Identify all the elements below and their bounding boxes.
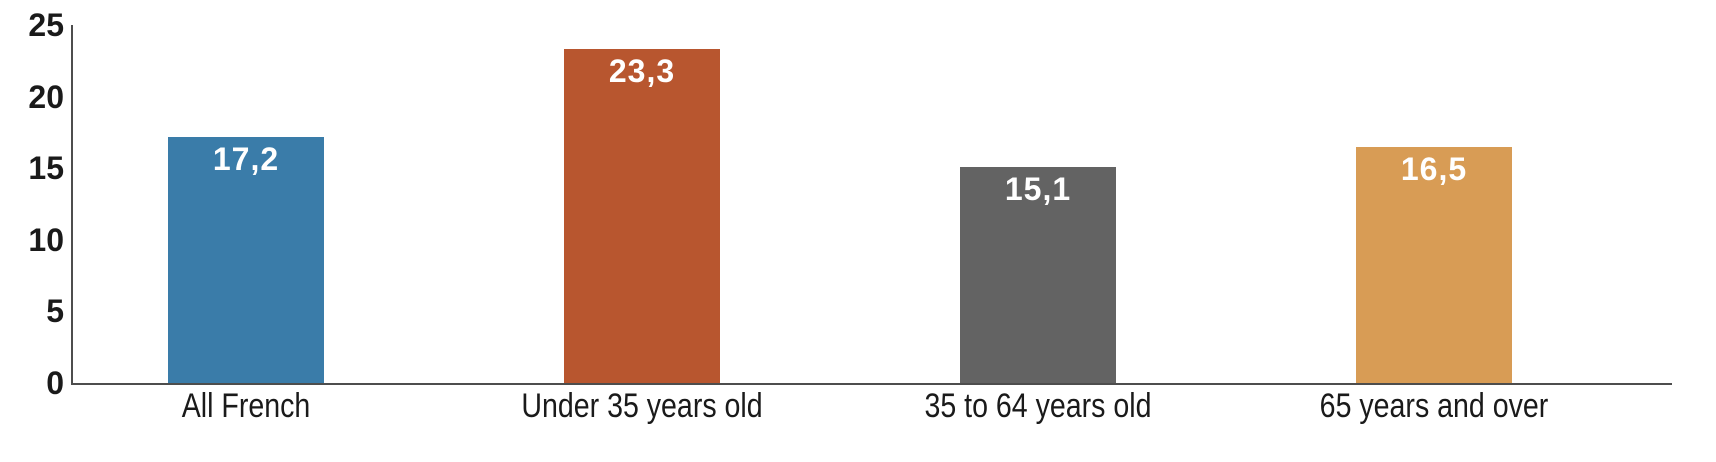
y-axis-line xyxy=(71,25,73,385)
x-category-label-all-french: All French xyxy=(181,387,311,425)
x-axis-line xyxy=(71,383,1672,385)
bar-value-label: 17,2 xyxy=(212,141,280,177)
bar-value-label: 16,5 xyxy=(1400,151,1468,187)
bar-all-french: 17,2 xyxy=(168,137,324,383)
bar-value-label: 15,1 xyxy=(1004,171,1072,207)
x-category-label-under-35-years-old: Under 35 years old xyxy=(521,387,763,425)
y-tick-label-5: 5 xyxy=(46,293,64,330)
y-tick-label-10: 10 xyxy=(28,221,64,258)
x-category-label-65-years-and-over: 65 years and over xyxy=(1319,387,1549,425)
y-tick-label-25: 25 xyxy=(28,7,64,43)
y-tick-label-15: 15 xyxy=(28,150,64,187)
y-tick-label-20: 20 xyxy=(28,78,64,115)
y-tick-label-0: 0 xyxy=(46,365,64,401)
bar-value-label: 23,3 xyxy=(608,53,676,89)
x-category-label-35-to-64-years-old: 35 to 64 years old xyxy=(924,387,1152,425)
bar-under-35-years-old: 23,3 xyxy=(564,49,720,383)
bar-65-years-and-over: 16,5 xyxy=(1356,147,1512,383)
bar-35-to-64-years-old: 15,1 xyxy=(960,167,1116,383)
